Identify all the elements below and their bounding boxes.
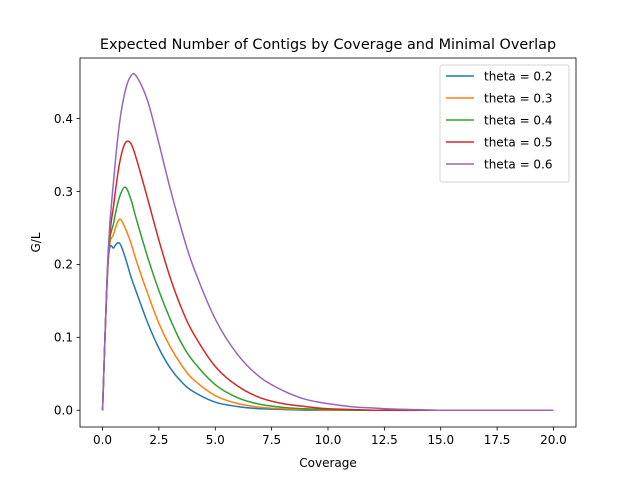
- legend: theta = 0.2 theta = 0.3 theta = 0.4 theta =…: [439, 64, 570, 183]
- y-tick-label: 0.0: [54, 404, 73, 418]
- y-tick-label: 0.3: [54, 185, 73, 199]
- x-tick-label: 5.0: [206, 433, 225, 447]
- legend-label: theta = 0.5: [484, 135, 553, 149]
- x-axis-label: Coverage: [299, 456, 357, 470]
- series-line-5: [101, 72, 554, 412]
- x-tick-label: 10.0: [315, 433, 342, 447]
- y-axis-label: G/L: [29, 232, 43, 252]
- x-tick-label: 7.5: [262, 433, 281, 447]
- series-line-3: [101, 186, 554, 412]
- x-tick-label: 12.5: [371, 433, 398, 447]
- y-axis: 0.0 0.1 0.2 0.3 0.4: [54, 112, 80, 418]
- y-tick-label: 0.4: [54, 112, 73, 126]
- x-tick-label: 20.0: [540, 433, 567, 447]
- series-line-1: [101, 242, 554, 412]
- series-layer: [101, 72, 554, 412]
- chart-title: Expected Number of Contigs by Coverage a…: [100, 37, 556, 53]
- x-tick-label: 2.5: [149, 433, 168, 447]
- y-tick-label: 0.1: [54, 331, 73, 345]
- legend-label: theta = 0.4: [484, 113, 553, 127]
- legend-label: theta = 0.3: [484, 91, 553, 105]
- y-tick-label: 0.2: [54, 258, 73, 272]
- x-tick-label: 17.5: [484, 433, 511, 447]
- legend-label: theta = 0.6: [484, 157, 553, 171]
- x-axis: 0.0 2.5 5.0 7.5 10.0 12.5 15.0 17.5 20.0: [93, 427, 567, 447]
- legend-label: theta = 0.2: [484, 69, 553, 83]
- x-tick-label: 0.0: [93, 433, 112, 447]
- series-line-2: [101, 218, 554, 412]
- x-tick-label: 15.0: [427, 433, 454, 447]
- legend-box: [439, 64, 570, 183]
